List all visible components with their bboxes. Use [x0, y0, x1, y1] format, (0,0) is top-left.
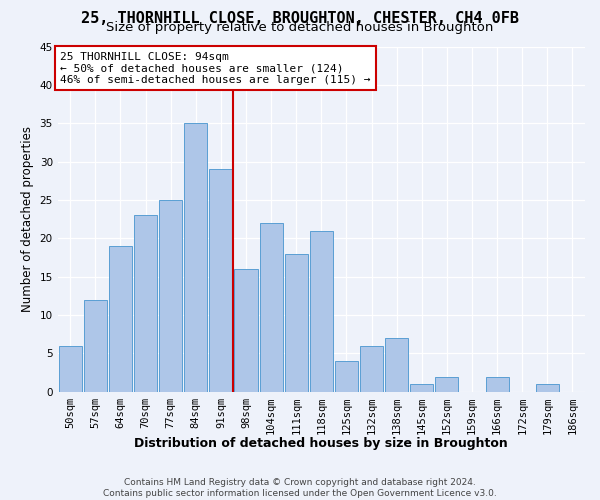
Bar	[536, 384, 559, 392]
Bar	[159, 200, 182, 392]
Bar	[284, 254, 308, 392]
Text: Contains HM Land Registry data © Crown copyright and database right 2024.
Contai: Contains HM Land Registry data © Crown c…	[103, 478, 497, 498]
Bar	[109, 246, 132, 392]
Bar	[134, 216, 157, 392]
Bar	[335, 361, 358, 392]
Text: 25, THORNHILL CLOSE, BROUGHTON, CHESTER, CH4 0FB: 25, THORNHILL CLOSE, BROUGHTON, CHESTER,…	[81, 11, 519, 26]
Bar	[84, 300, 107, 392]
Bar	[436, 376, 458, 392]
Bar	[310, 230, 333, 392]
Bar	[260, 223, 283, 392]
Bar	[184, 123, 208, 392]
Y-axis label: Number of detached properties: Number of detached properties	[21, 126, 34, 312]
Bar	[59, 346, 82, 392]
Text: Size of property relative to detached houses in Broughton: Size of property relative to detached ho…	[106, 22, 494, 35]
Text: 25 THORNHILL CLOSE: 94sqm
← 50% of detached houses are smaller (124)
46% of semi: 25 THORNHILL CLOSE: 94sqm ← 50% of detac…	[61, 52, 371, 85]
Bar	[209, 170, 232, 392]
Bar	[410, 384, 433, 392]
Bar	[385, 338, 408, 392]
Bar	[235, 269, 257, 392]
Bar	[360, 346, 383, 392]
Bar	[485, 376, 509, 392]
X-axis label: Distribution of detached houses by size in Broughton: Distribution of detached houses by size …	[134, 437, 508, 450]
